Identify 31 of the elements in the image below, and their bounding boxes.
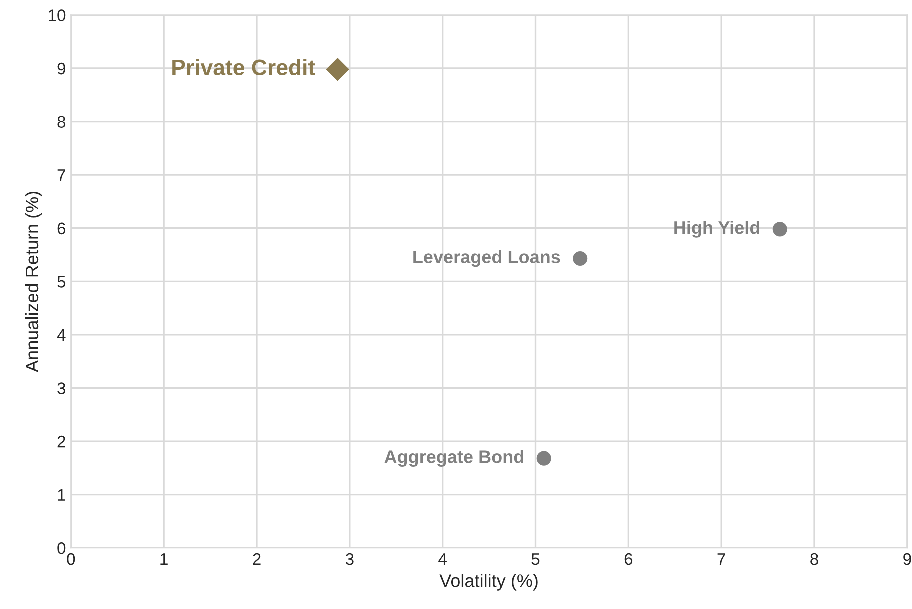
series-label: Leveraged Loans xyxy=(414,250,560,268)
y-axis-title: Annualized Return (%) xyxy=(25,192,42,372)
point xyxy=(326,58,350,82)
y-tick-label: 2 xyxy=(58,436,66,448)
x-axis-title: Volatility (%) xyxy=(440,574,538,591)
series-label: Aggregate Bond xyxy=(384,450,524,468)
x-tick-label: 2 xyxy=(253,553,261,566)
x-tick-label: 7 xyxy=(718,554,726,566)
series-label: High Yield xyxy=(674,220,760,238)
x-tick-label: 0 xyxy=(67,553,76,566)
y-tick-label: 10 xyxy=(49,10,66,22)
x-tick-label: 9 xyxy=(904,553,912,566)
point xyxy=(536,451,552,466)
y-tick-label: 9 xyxy=(58,62,66,75)
y-tick-label: 1 xyxy=(58,489,66,501)
x-tick-label: 4 xyxy=(438,554,447,566)
y-tick-label: 6 xyxy=(58,222,66,235)
x-tick-label: 5 xyxy=(532,554,540,566)
x-tick-label: 8 xyxy=(810,553,818,566)
y-tick-label: 0 xyxy=(58,542,66,554)
y-tick-label: 8 xyxy=(58,116,66,128)
y-tick-label: 7 xyxy=(58,170,66,182)
series-label: Private Credit xyxy=(172,59,316,76)
x-tick-label: 1 xyxy=(160,554,168,566)
x-tick-label: 6 xyxy=(624,553,633,566)
y-tick-label: 3 xyxy=(58,382,66,394)
x-tick-label: 3 xyxy=(346,553,354,566)
y-tick-label: 5 xyxy=(58,276,66,288)
point xyxy=(772,222,788,237)
point xyxy=(573,251,588,266)
y-tick-label: 4 xyxy=(57,330,66,341)
